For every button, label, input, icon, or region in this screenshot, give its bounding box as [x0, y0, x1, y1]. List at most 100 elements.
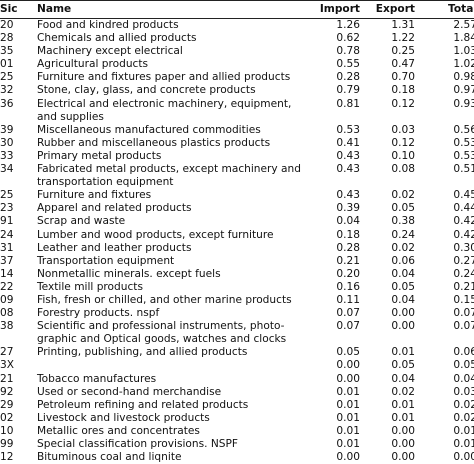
name-line: graphic and Optical goods, watches and c… [37, 333, 287, 346]
table-row: 12 Bituminous coal and liqnite 0.00 0.00 0.0… [0, 451, 474, 464]
table-row: 37 Transportation equipment 0.21 0.06 0.27 [0, 255, 474, 268]
value-cell: 0.00 [391, 451, 415, 464]
value-cell: 0.12 [391, 97, 415, 110]
sic-cell: 14 [0, 267, 14, 280]
value-cell: 0.07 [336, 320, 360, 333]
value-cell: 0.03 [453, 385, 474, 398]
value-cell: 0.05 [336, 346, 360, 359]
value-cell: 0.30 [453, 241, 474, 254]
value-cell: 0.02 [453, 411, 474, 424]
value-cell: 0.20 [336, 267, 360, 280]
sic-cell: 25 [0, 71, 14, 84]
value-cell: 0.06 [391, 254, 415, 267]
name-line: Printing, publishing, and allied product… [37, 346, 248, 359]
value-cell: 0.55 [336, 58, 360, 71]
name-line: Furniture and fixtures [37, 189, 152, 202]
value-cell: 1.02 [453, 58, 474, 71]
value-cell: 0.04 [453, 372, 474, 385]
header-cell: Sic [0, 3, 18, 15]
value-cell: 1.84 [453, 32, 474, 45]
table-row: 01 Agricultural products 0.55 0.47 1.02 [0, 58, 474, 71]
value-cell: 0.21 [336, 254, 360, 267]
value-cell: 1.22 [391, 32, 415, 45]
value-cell: 0.01 [391, 411, 415, 424]
value-cell: 0.78 [336, 45, 360, 58]
value-cell: 0.51 [453, 163, 474, 176]
header-cell: Import [319, 3, 360, 15]
value-cell: 0.81 [336, 97, 360, 110]
table-row: 25 Furniture and fixtures paper and allie… [0, 71, 474, 84]
header-row: Sic Name Import Export Total [0, 0, 474, 19]
name-line: and supplies [37, 110, 104, 123]
table-row: 21 Tobacco manufactures 0.00 0.04 0.04 [0, 373, 474, 386]
value-cell: 0.53 [453, 136, 474, 149]
sic-cell: 20 [0, 19, 14, 31]
value-cell: 0.12 [391, 136, 415, 149]
value-cell: 0.01 [336, 398, 360, 411]
name-cell: Miscellaneous manufactured commodities [37, 124, 261, 137]
table-row: 24 Lumber and wood products, except furni… [0, 229, 474, 242]
value-cell: 0.45 [453, 189, 474, 202]
name-cell: Printing, publishing, and allied product… [37, 346, 247, 359]
table-row: 09 Fish, fresh or chilled, and other mari… [0, 294, 474, 307]
value-cell: 0.24 [391, 228, 415, 241]
value-cell: 0.25 [391, 45, 415, 58]
sic-cell: 09 [0, 293, 14, 306]
value-cell: 0.47 [391, 58, 415, 71]
value-cell: 0.02 [453, 398, 474, 411]
value-cell: 0.53 [336, 123, 360, 136]
name-cell: Transportation equipment [37, 255, 174, 268]
name-cell: Tobacco manufactures [37, 373, 156, 386]
table-row: 29 Petroleum refining and related product… [0, 399, 474, 412]
value-cell: 0.24 [453, 267, 474, 280]
value-cell: 0.04 [391, 372, 415, 385]
table-row: 32 Stone, clay, glass, and concrete produ… [0, 84, 474, 97]
value-cell: 0.18 [391, 84, 415, 97]
table-row: 22 Textile mill products 0.16 0.05 0.21 [0, 281, 474, 294]
value-cell: 0.21 [453, 280, 474, 293]
value-cell: 0.28 [336, 71, 360, 84]
value-cell: 0.16 [336, 280, 360, 293]
value-cell: 0.01 [391, 346, 415, 359]
table-row: 27 Printing, publishing, and allied produ… [0, 346, 474, 359]
sic-cell: 21 [0, 372, 14, 385]
header-cell: Export [375, 3, 415, 15]
value-cell: 0.43 [336, 149, 360, 162]
name-cell: Food and kindred products [37, 19, 179, 32]
value-cell: 0.01 [336, 424, 360, 437]
value-cell: 1.26 [336, 19, 360, 31]
table-row: 36 Electrical and electronic machinery, e… [0, 98, 474, 124]
value-cell: 0.02 [391, 385, 415, 398]
name-line: Bituminous coal and liqnite [37, 451, 182, 464]
value-cell: 0.00 [391, 424, 415, 437]
table-row: 23 Apparel and related products 0.39 0.05 0.… [0, 202, 474, 215]
value-cell: 0.00 [391, 438, 415, 450]
header-cell: Name [37, 3, 72, 15]
value-cell: 0.62 [336, 32, 360, 45]
value-cell: 0.00 [391, 307, 415, 320]
sic-cell: 29 [0, 398, 14, 411]
name-line: Furniture and fixtures paper and allied … [37, 71, 291, 84]
table-row: 08 Forestry products. nspf 0.07 0.00 0.07 [0, 307, 474, 320]
value-cell: 0.05 [391, 280, 415, 293]
value-cell: 0.11 [336, 293, 360, 306]
name-cell: Agricultural products [37, 58, 148, 71]
name-cell: Lumber and wood products, except furnitu… [37, 229, 274, 242]
name-cell: Scrap and waste [37, 215, 125, 228]
table-row: 91 Scrap and waste 0.04 0.38 0.42 [0, 215, 474, 228]
value-cell: 0.70 [391, 71, 415, 84]
value-cell: 0.07 [453, 320, 474, 333]
table-row: 35 Machinery except electrical 0.78 0.25 1.0… [0, 45, 474, 58]
sic-cell: 99 [0, 438, 14, 450]
value-cell: 0.08 [391, 163, 415, 176]
name-line: Fish, fresh or chilled, and other marine… [37, 293, 292, 306]
table-row: 10 Metallic ores and concentrates 0.01 0.00… [0, 425, 474, 438]
name-line: Apparel and related products [37, 202, 192, 215]
name-cell: Bituminous coal and liqnite [37, 451, 182, 464]
sic-cell: 28 [0, 32, 14, 45]
value-cell: 0.01 [336, 385, 360, 398]
table-row: 92 Used or second-hand merchandise 0.01 0.0… [0, 386, 474, 399]
name-line: transportation equipment [37, 176, 174, 189]
